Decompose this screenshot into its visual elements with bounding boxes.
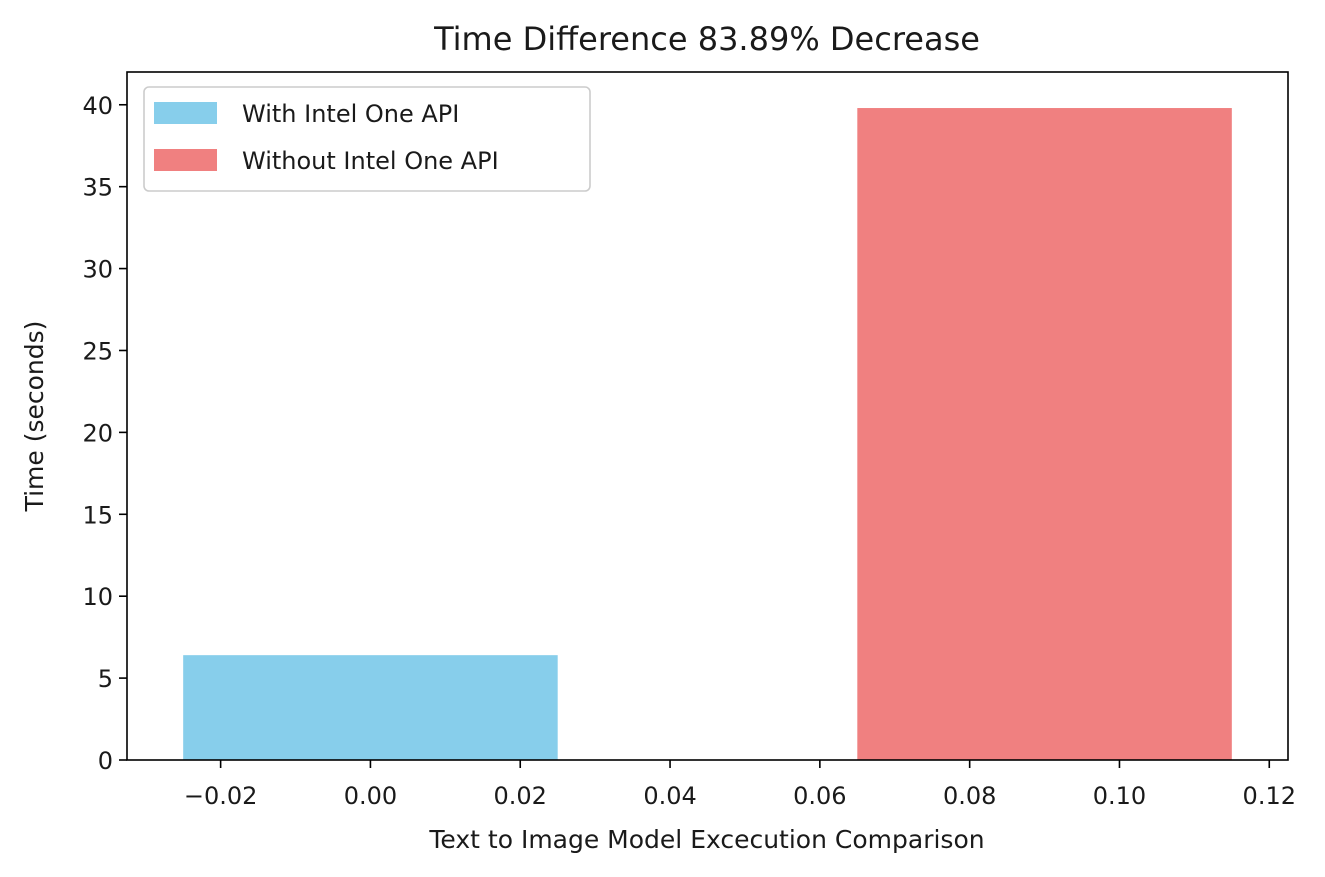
- y-tick-label: 30: [82, 256, 113, 284]
- legend: With Intel One API Without Intel One API: [143, 86, 591, 192]
- y-tick-label: 40: [82, 92, 113, 120]
- x-tick-label: 0.06: [793, 782, 846, 810]
- y-tick-label: 20: [82, 419, 113, 447]
- legend-label: With Intel One API: [242, 100, 459, 128]
- y-tick-label: 0: [98, 747, 113, 775]
- x-tick-label: 0.12: [1243, 782, 1296, 810]
- bar-0: [183, 655, 558, 760]
- x-tick-label: 0.02: [494, 782, 547, 810]
- x-tick-label: −0.02: [184, 782, 258, 810]
- x-tick-label: 0.08: [943, 782, 996, 810]
- y-tick-label: 15: [82, 501, 113, 529]
- legend-swatch: [154, 102, 217, 124]
- x-axis: −0.02 0.00 0.02 0.04 0.06 0.08 0.10 0.12: [184, 760, 1296, 810]
- y-tick-label: 35: [82, 174, 113, 202]
- x-tick-label: 0.04: [643, 782, 696, 810]
- y-tick-label: 25: [82, 337, 113, 365]
- x-axis-label: Text to Image Model Excecution Compariso…: [428, 825, 984, 854]
- bar-1: [857, 108, 1232, 761]
- chart-title: Time Difference 83.89% Decrease: [433, 20, 980, 58]
- x-tick-label: 0.10: [1093, 782, 1146, 810]
- legend-swatch: [154, 149, 217, 171]
- legend-label: Without Intel One API: [242, 147, 499, 175]
- x-tick-label: 0.00: [344, 782, 397, 810]
- y-tick-label: 10: [82, 583, 113, 611]
- axes-frame: [126, 71, 1289, 761]
- y-tick-label: 5: [98, 665, 113, 693]
- plot-area: [126, 71, 1289, 761]
- y-axis: 0 5 10 15 20 25 30 35 40: [82, 92, 127, 775]
- legend-box: [143, 86, 591, 192]
- y-axis-label: Time (seconds): [20, 321, 49, 513]
